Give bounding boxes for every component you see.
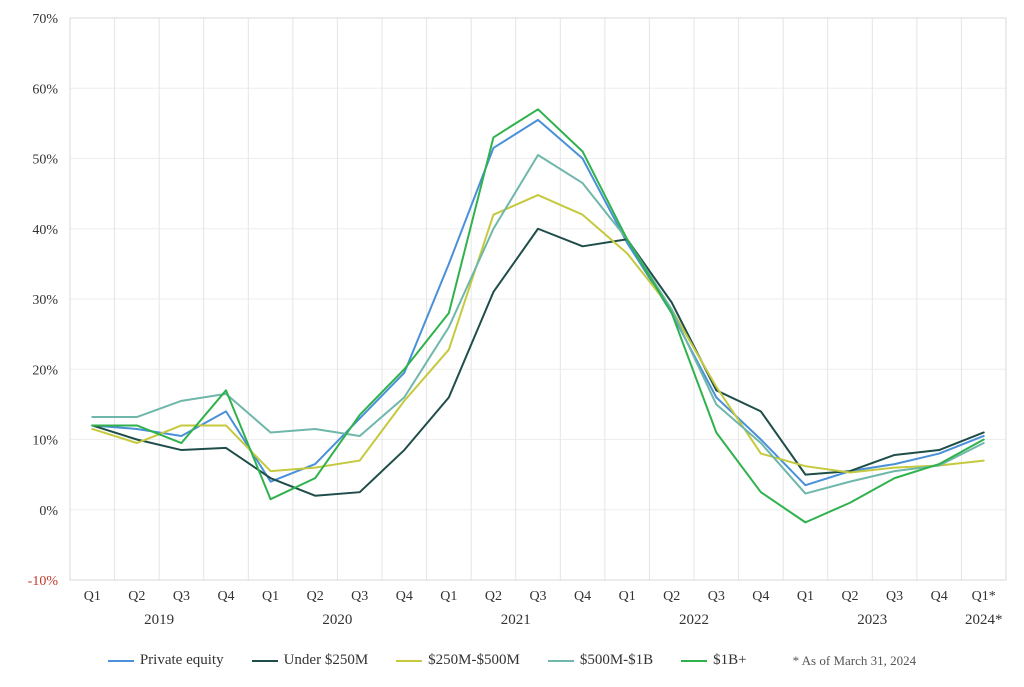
legend-label: $500M-$1B: [580, 652, 653, 669]
x-tick-label: Q1: [797, 589, 814, 604]
x-tick-label: Q4: [752, 589, 769, 604]
legend-swatch: [548, 660, 574, 662]
series-line: [92, 229, 983, 496]
x-tick-label: Q1: [440, 589, 457, 604]
x-tick-label: Q4: [217, 589, 234, 604]
x-tick-label: Q3: [529, 589, 546, 604]
legend-swatch: [681, 660, 707, 662]
chart-footnote: * As of March 31, 2024: [793, 653, 917, 669]
y-tick-label: 70%: [32, 12, 58, 27]
y-tick-label: 0%: [39, 504, 58, 519]
y-tick-label: -10%: [28, 574, 59, 589]
y-tick-label: 30%: [32, 293, 58, 308]
x-tick-label: Q3: [173, 589, 190, 604]
x-tick-label: Q2: [128, 589, 145, 604]
legend-item: $500M-$1B: [548, 652, 653, 669]
y-tick-label: 40%: [32, 223, 58, 238]
x-tick-label: Q4: [931, 589, 948, 604]
series-line: [92, 120, 983, 485]
x-year-label: 2023: [857, 612, 887, 628]
x-tick-label: Q2: [841, 589, 858, 604]
x-tick-label: Q3: [886, 589, 903, 604]
legend-swatch: [252, 660, 278, 662]
legend-label: $1B+: [713, 652, 746, 669]
x-tick-label: Q4: [574, 589, 591, 604]
x-tick-label: Q1*: [972, 589, 996, 604]
legend-label: $250M-$500M: [428, 652, 520, 669]
y-tick-label: 50%: [32, 153, 58, 168]
x-tick-label: Q1: [84, 589, 101, 604]
y-tick-label: 20%: [32, 363, 58, 378]
legend-swatch: [108, 660, 134, 662]
x-tick-label: Q2: [485, 589, 502, 604]
series-line: [92, 195, 983, 472]
series-line: [92, 109, 983, 522]
legend-label: Private equity: [140, 652, 224, 669]
x-tick-label: Q2: [307, 589, 324, 604]
x-year-label: 2019: [144, 612, 174, 628]
x-year-label: 2022: [679, 612, 709, 628]
legend-item: $250M-$500M: [396, 652, 520, 669]
line-chart: -10% 0% 10% 20% 30% 40% 50% 60% 70% Q1 Q2 Q3 Q4 Q1 Q2 Q…: [0, 0, 1024, 687]
series-line: [92, 155, 983, 494]
x-tick-label: Q1: [619, 589, 636, 604]
legend-swatch: [396, 660, 422, 662]
legend-item: $1B+: [681, 652, 746, 669]
x-year-label: 2024*: [965, 612, 1003, 628]
x-tick-label: Q1: [262, 589, 279, 604]
legend-item: Private equity: [108, 652, 224, 669]
x-year-label: 2021: [501, 612, 531, 628]
x-year-label: 2020: [322, 612, 352, 628]
x-tick-label: Q4: [396, 589, 413, 604]
chart-svg: -10% 0% 10% 20% 30% 40% 50% 60% 70% Q1 Q2 Q3 Q4 Q1 Q2 Q…: [0, 0, 1024, 687]
chart-legend: Private equity Under $250M $250M-$500M $500…: [0, 652, 1024, 669]
legend-item: Under $250M: [252, 652, 369, 669]
x-tick-label: Q3: [351, 589, 368, 604]
x-tick-label: Q3: [708, 589, 725, 604]
y-tick-label: 60%: [32, 82, 58, 97]
x-tick-label: Q2: [663, 589, 680, 604]
legend-label: Under $250M: [284, 652, 369, 669]
y-tick-label: 10%: [32, 434, 58, 449]
